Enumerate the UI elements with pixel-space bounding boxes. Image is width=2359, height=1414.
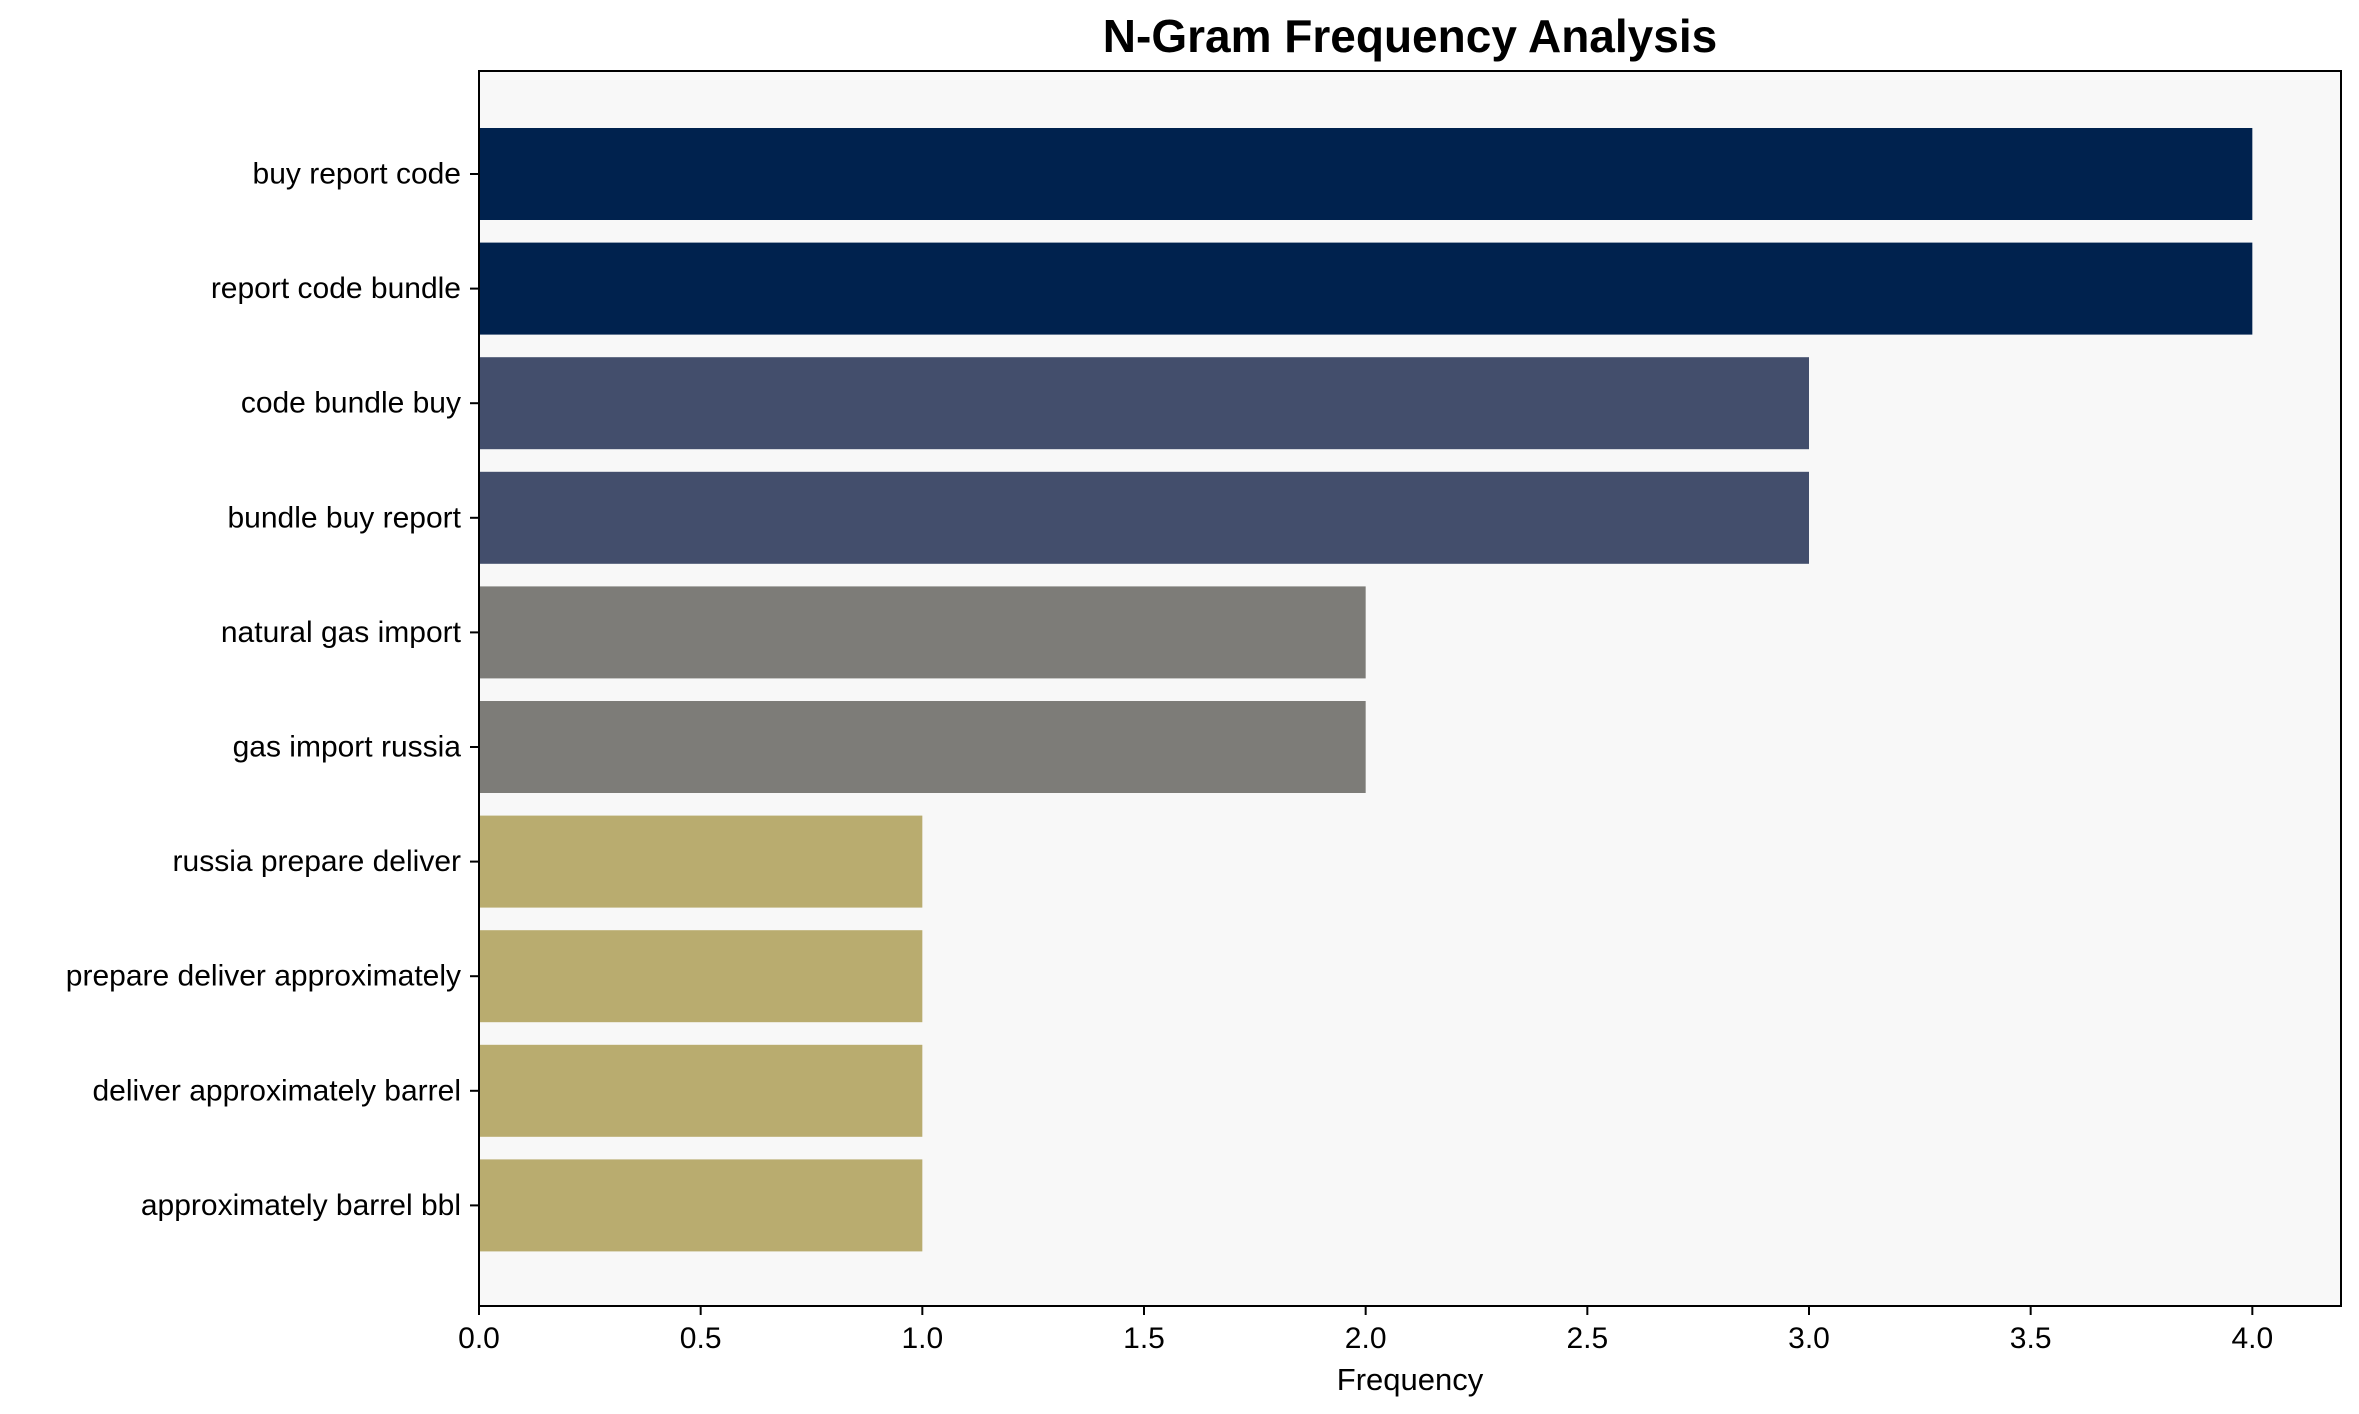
y-tick-label: russia prepare deliver	[173, 845, 461, 878]
x-tick-label: 1.0	[901, 1322, 943, 1355]
y-tick-label: gas import russia	[233, 731, 462, 764]
bar	[479, 586, 1366, 679]
x-tick-label: 1.5	[1123, 1322, 1165, 1355]
y-axis-ticks: buy report code report code bundle code bu…	[66, 158, 479, 1222]
bar	[479, 128, 2253, 220]
x-tick-label: 0.0	[458, 1322, 500, 1355]
x-tick-label: 0.5	[680, 1322, 722, 1355]
y-tick-label: deliver approximately barrel	[93, 1074, 462, 1107]
plot-frame	[478, 70, 2342, 1307]
bar	[479, 701, 1366, 793]
bar	[479, 471, 1809, 564]
y-tick-label: natural gas import	[221, 616, 462, 649]
bar	[479, 242, 2253, 335]
x-tick-label: 2.0	[1345, 1322, 1387, 1355]
x-axis-ticks: 0.0 0.5 1.0 1.5 2.0 2.5 3.0 3.5 4.0	[458, 1306, 2273, 1355]
y-tick-label: bundle buy report	[228, 501, 462, 534]
bar	[479, 357, 1809, 450]
x-tick-label: 3.0	[1788, 1322, 1830, 1355]
y-tick-label: code bundle buy	[241, 387, 461, 420]
bar	[479, 1159, 923, 1252]
y-tick-label: report code bundle	[211, 272, 461, 305]
x-axis-label: Frequency	[1337, 1362, 1484, 1397]
x-tick-label: 3.5	[2010, 1322, 2052, 1355]
x-tick-label: 2.5	[1566, 1322, 1608, 1355]
bar	[479, 930, 923, 1023]
x-tick-label: 4.0	[2231, 1322, 2273, 1355]
y-tick-label: buy report code	[253, 158, 461, 191]
y-tick-label: approximately barrel bbl	[141, 1189, 461, 1222]
chart-title: N-Gram Frequency Analysis	[1103, 10, 1717, 62]
bar	[479, 1044, 923, 1137]
bar	[479, 815, 923, 908]
bars	[479, 128, 2253, 1252]
y-tick-label: prepare deliver approximately	[66, 960, 461, 993]
